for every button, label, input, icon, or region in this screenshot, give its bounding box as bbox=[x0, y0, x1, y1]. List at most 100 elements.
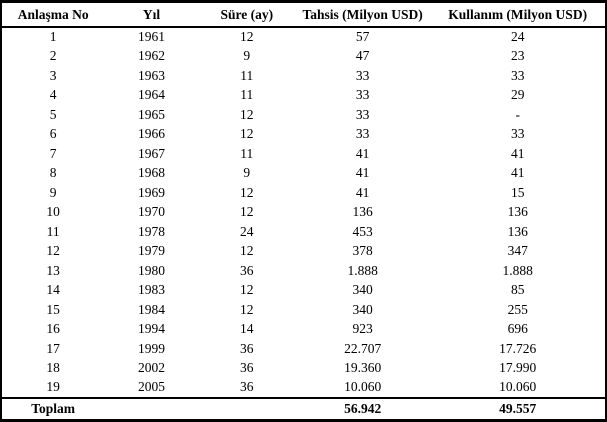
table-cell: 12 bbox=[240, 243, 254, 259]
table-cell: 1968 bbox=[137, 165, 165, 181]
table-cell: 15 bbox=[510, 184, 525, 200]
table-cell: 11 bbox=[240, 87, 254, 103]
table-cell: 136 bbox=[352, 204, 373, 220]
table-cell: 18 bbox=[46, 360, 60, 376]
table-cell: 340 bbox=[352, 301, 373, 317]
col-header-sure-ay: Süre (ay) bbox=[198, 1, 295, 28]
table-cell: 8 bbox=[49, 165, 57, 181]
table-cell: 12 bbox=[240, 126, 254, 142]
table-cell: 12 bbox=[46, 243, 60, 259]
table-cell: 696 bbox=[507, 321, 528, 337]
table-cell: 2005 bbox=[137, 379, 165, 395]
table-row: 7 1967 11 41 41 bbox=[1, 144, 606, 164]
table-cell: 453 bbox=[352, 223, 373, 239]
table-row: 3 1963 11 33 33 bbox=[1, 66, 606, 86]
table-row: 15 1984 12 340 255 bbox=[1, 300, 606, 320]
table-cell: 33 bbox=[510, 126, 525, 142]
table-body: 1 1961 12 57 24 2 1962 9 47 23 3 1963 11 33 33 4 1964 11 3… bbox=[1, 27, 606, 398]
table-cell: 15 bbox=[46, 301, 60, 317]
table-cell: 1984 bbox=[137, 301, 165, 317]
table-cell: 1969 bbox=[137, 184, 165, 200]
table-cell: 923 bbox=[352, 321, 373, 337]
total-cell-kullanim: 49.557 bbox=[430, 396, 606, 421]
table-cell: 17 bbox=[46, 340, 60, 356]
table-cell: - bbox=[515, 106, 520, 122]
table-row: 11 1978 24 453 136 bbox=[1, 222, 606, 242]
table-cell: 22.707 bbox=[344, 340, 382, 356]
table-cell: 2002 bbox=[137, 360, 165, 376]
table-row: 8 1968 9 41 41 bbox=[1, 163, 606, 183]
table-row: 6 1966 12 33 33 bbox=[1, 124, 606, 144]
table-cell: 7 bbox=[49, 145, 57, 161]
table-cell: 1963 bbox=[137, 67, 165, 83]
table-cell: 33 bbox=[355, 87, 370, 103]
table-row: 17 1999 36 22.707 17.726 bbox=[1, 339, 606, 359]
table-cell: 23 bbox=[510, 48, 525, 64]
table-cell: 136 bbox=[507, 204, 528, 220]
table-cell: 33 bbox=[355, 126, 370, 142]
table-row: 13 1980 36 1.888 1.888 bbox=[1, 261, 606, 281]
table-cell: 12 bbox=[240, 204, 254, 220]
table-cell: 136 bbox=[507, 223, 528, 239]
table-cell: 41 bbox=[510, 145, 525, 161]
table-cell: 12 bbox=[240, 29, 254, 44]
table-cell: 10.060 bbox=[344, 379, 382, 395]
table-cell: 12 bbox=[240, 106, 254, 122]
table-cell: 14 bbox=[240, 321, 254, 337]
table-cell: 36 bbox=[240, 360, 254, 376]
table-cell: 12 bbox=[240, 301, 254, 317]
table-cell: 1980 bbox=[137, 262, 165, 278]
table-cell: 33 bbox=[355, 106, 370, 122]
table-cell: 12 bbox=[240, 282, 254, 298]
table-row: 2 1962 9 47 23 bbox=[1, 46, 606, 66]
table-cell: 1965 bbox=[137, 106, 165, 122]
table-cell: 10.060 bbox=[499, 379, 537, 395]
table-cell: 33 bbox=[510, 67, 525, 83]
table-cell: 24 bbox=[240, 223, 254, 239]
total-cell-tahsis: 56.942 bbox=[294, 396, 431, 421]
header-row: Anlaşma No Yıl Süre (ay) Tahsis (Milyon … bbox=[1, 1, 606, 28]
total-cell-sure bbox=[198, 396, 295, 421]
table-cell: 4 bbox=[49, 87, 57, 103]
table-cell: 36 bbox=[240, 379, 254, 395]
table-cell: 24 bbox=[510, 29, 525, 44]
table-cell: 5 bbox=[49, 106, 57, 122]
table-cell: 1967 bbox=[137, 145, 165, 161]
table-cell: 1994 bbox=[137, 321, 165, 337]
table-cell: 41 bbox=[510, 165, 525, 181]
table-row: 14 1983 12 340 85 bbox=[1, 280, 606, 300]
table-cell: 1961 bbox=[137, 29, 165, 44]
table-cell: 85 bbox=[510, 282, 525, 298]
table-row: 16 1994 14 923 696 bbox=[1, 319, 606, 339]
table-cell: 347 bbox=[507, 243, 528, 259]
table-cell: 41 bbox=[355, 165, 370, 181]
table-cell: 17.726 bbox=[499, 340, 537, 356]
table-cell: 47 bbox=[355, 48, 370, 64]
table-cell: 19 bbox=[46, 379, 60, 395]
table-row: 1 1961 12 57 24 bbox=[1, 27, 606, 47]
table-cell: 11 bbox=[240, 145, 254, 161]
table-row: 5 1965 12 33 - bbox=[1, 105, 606, 125]
table-cell: 9 bbox=[243, 165, 251, 181]
table-cell: 1964 bbox=[137, 87, 165, 103]
table-cell: 41 bbox=[355, 145, 370, 161]
table-row: 10 1970 12 136 136 bbox=[1, 202, 606, 222]
table-cell: 11 bbox=[46, 223, 60, 239]
table-row: 12 1979 12 378 347 bbox=[1, 241, 606, 261]
table-cell: 1999 bbox=[137, 340, 165, 356]
table-cell: 36 bbox=[240, 262, 254, 278]
table-cell: 9 bbox=[243, 48, 251, 64]
table-cell: 1979 bbox=[137, 243, 165, 259]
table-cell: 41 bbox=[355, 184, 370, 200]
table-cell: 6 bbox=[49, 126, 57, 142]
table-cell: 1966 bbox=[137, 126, 165, 142]
table-cell: 3 bbox=[49, 67, 57, 83]
table-cell: 378 bbox=[352, 243, 373, 259]
table-cell: 1970 bbox=[137, 204, 165, 220]
table-row: 4 1964 11 33 29 bbox=[1, 85, 606, 105]
table-cell: 16 bbox=[46, 321, 60, 337]
table-cell: 1 bbox=[49, 29, 57, 44]
table-cell: 19.360 bbox=[344, 360, 382, 376]
table-cell: 1.888 bbox=[502, 262, 533, 278]
